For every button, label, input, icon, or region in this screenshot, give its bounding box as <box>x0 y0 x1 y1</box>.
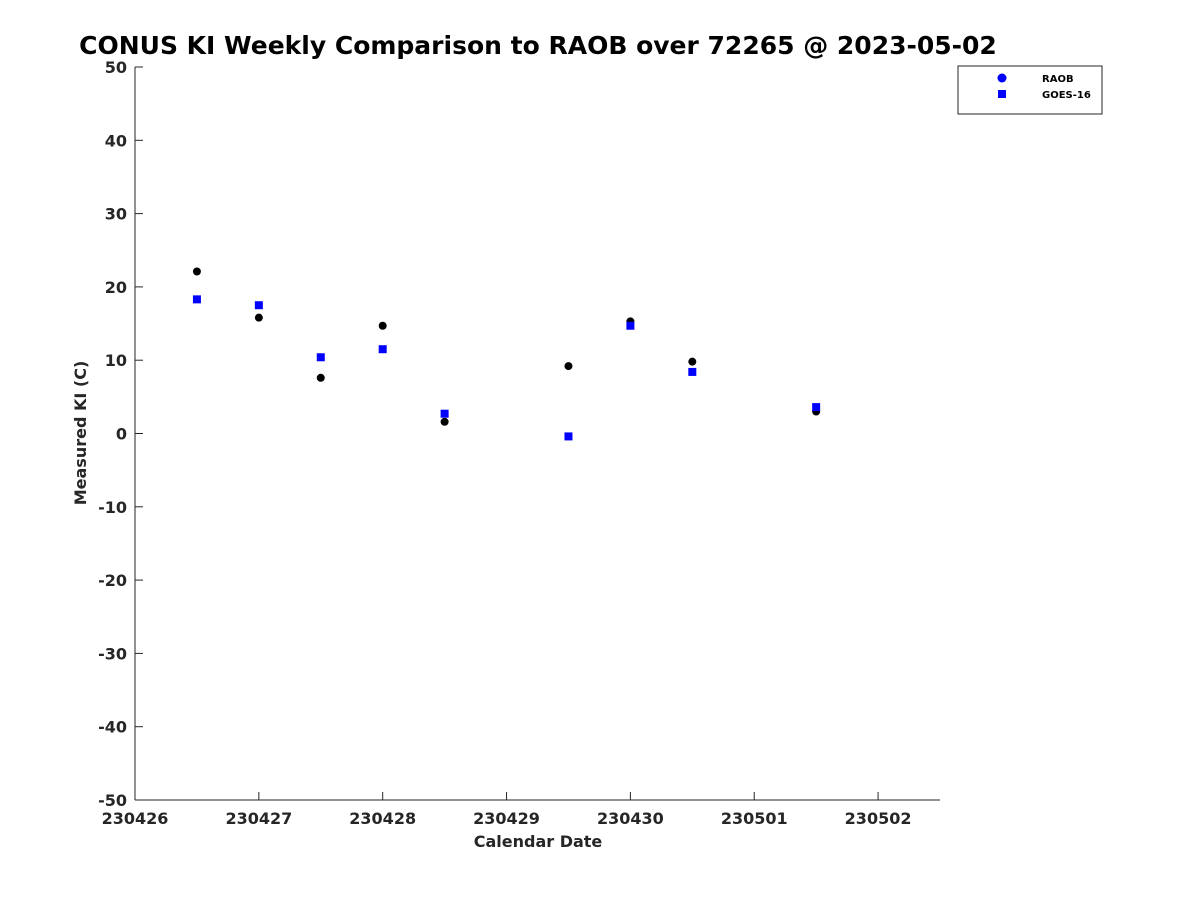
raob-point <box>564 362 573 371</box>
x-tick-label: 230427 <box>225 809 292 828</box>
chart-title: CONUS KI Weekly Comparison to RAOB over … <box>79 31 997 60</box>
x-axis-label: Calendar Date <box>474 832 603 851</box>
data-marks <box>192 267 821 441</box>
y-tick-label: 30 <box>105 205 127 224</box>
raob-point <box>378 321 387 330</box>
goes-16-point <box>626 321 635 330</box>
y-tick-label: -50 <box>98 791 127 810</box>
goes-16-point <box>378 345 387 354</box>
x-tick-label: 230502 <box>845 809 912 828</box>
x-tick-label: 230428 <box>349 809 416 828</box>
y-tick-label: 40 <box>105 131 127 150</box>
goes-16-point <box>254 301 263 310</box>
x-tick-label: 230501 <box>721 809 788 828</box>
y-tick-label: 10 <box>105 351 127 370</box>
y-axis-label: Measured KI (C) <box>71 361 90 506</box>
goes-16-point <box>812 403 821 412</box>
legend-raob-label: RAOB <box>1042 74 1074 85</box>
raob-point <box>316 373 325 382</box>
y-tick-label: 20 <box>105 278 127 297</box>
y-tick-label: -20 <box>98 571 127 590</box>
goes-16-point <box>192 295 201 304</box>
goes-16-point <box>564 432 573 441</box>
raob-point <box>192 267 201 276</box>
raob-point <box>688 357 697 366</box>
legend-box <box>957 65 1103 115</box>
goes-16-point <box>316 353 325 362</box>
legend-goes-16-marker <box>998 90 1006 98</box>
x-tick-label: 230430 <box>597 809 664 828</box>
x-tick-label: 230429 <box>473 809 540 828</box>
y-tick-label: 0 <box>116 425 127 444</box>
goes-16-point <box>688 367 697 376</box>
x-tick-label: 230426 <box>102 809 169 828</box>
raob-point <box>254 313 263 322</box>
legend: RAOB GOES-16 <box>957 65 1103 115</box>
raob-point <box>440 417 449 426</box>
y-tick-label: -40 <box>98 718 127 737</box>
goes-16-point <box>440 409 449 418</box>
legend-goes-16-label: GOES-16 <box>1042 90 1091 101</box>
y-tick-label: 50 <box>105 58 127 77</box>
y-tick-label: -30 <box>98 644 127 663</box>
legend-raob-marker <box>997 73 1007 83</box>
y-tick-label: -10 <box>98 498 127 517</box>
